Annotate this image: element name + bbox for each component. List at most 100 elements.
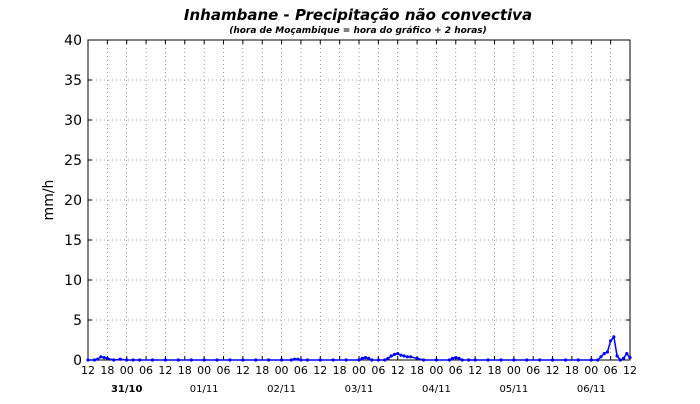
x-tick-label: 18 — [488, 364, 502, 377]
data-point — [467, 358, 471, 362]
x-day-label: 05/11 — [499, 384, 528, 395]
data-point — [131, 358, 135, 362]
x-tick-label: 06 — [604, 364, 618, 377]
x-tick-label: 06 — [294, 364, 308, 377]
data-point — [189, 358, 193, 362]
data-point — [415, 356, 419, 360]
data-point — [86, 358, 90, 362]
data-point — [357, 358, 361, 362]
data-point — [376, 358, 380, 362]
data-point — [102, 356, 106, 360]
data-point — [344, 358, 348, 362]
data-point — [402, 354, 406, 358]
data-point — [618, 358, 622, 362]
x-tick-label: 12 — [158, 364, 172, 377]
series-group — [86, 335, 632, 362]
x-tick-label: 18 — [255, 364, 269, 377]
data-point — [267, 358, 271, 362]
x-tick-label: 06 — [449, 364, 463, 377]
x-tick-label: 00 — [120, 364, 134, 377]
data-point — [176, 358, 180, 362]
x-day-label: 02/11 — [267, 384, 296, 395]
data-point — [241, 358, 245, 362]
x-tick-label: 12 — [546, 364, 560, 377]
data-point — [163, 358, 168, 362]
x-day-label: 03/11 — [345, 384, 374, 395]
x-tick-label: 18 — [410, 364, 424, 377]
data-point — [576, 358, 580, 362]
data-point — [409, 355, 413, 359]
data-point — [305, 358, 309, 362]
data-point — [460, 358, 464, 362]
x-axis: 12 18 00 06 12 18 00 06 12 18 00 06 12 18 00 06 12 18 00 06… — [81, 40, 637, 395]
data-point — [605, 350, 610, 354]
data-point — [589, 358, 593, 362]
x-tick-label: 06 — [217, 364, 231, 377]
data-point — [99, 355, 103, 359]
x-tick-label: 00 — [429, 364, 443, 377]
data-point — [563, 358, 568, 362]
x-day-label: 06/11 — [577, 384, 606, 395]
data-point — [538, 358, 542, 362]
x-day-label: 04/11 — [422, 384, 451, 395]
data-point — [525, 358, 529, 362]
data-point — [118, 357, 122, 361]
data-point — [279, 358, 284, 362]
data-point — [370, 358, 374, 362]
data-point — [612, 335, 616, 339]
x-tick-label: 00 — [352, 364, 366, 377]
data-point — [383, 358, 387, 362]
x-tick-label: 00 — [197, 364, 211, 377]
y-tick-label: 10 — [64, 273, 82, 289]
data-point — [289, 358, 293, 362]
y-tick-label: 0 — [73, 353, 82, 369]
data-point — [434, 358, 439, 362]
data-point — [363, 356, 368, 360]
x-tick-label: 06 — [526, 364, 540, 377]
x-tick-label: 18 — [178, 364, 192, 377]
y-tick-label: 5 — [73, 313, 82, 329]
data-point — [599, 355, 603, 359]
x-tick-label: 12 — [623, 364, 637, 377]
data-point — [150, 358, 155, 362]
x-tick-label: 00 — [584, 364, 598, 377]
data-point — [292, 357, 297, 361]
x-tick-label: 18 — [100, 364, 114, 377]
chart-title: Inhambane - Precipitação não convectiva — [184, 6, 532, 24]
x-tick-label: 18 — [565, 364, 579, 377]
y-axis: 0 5 10 15 20 25 30 35 40 — [64, 33, 630, 369]
data-point — [392, 352, 397, 356]
data-point — [473, 358, 477, 362]
x-tick-label: 12 — [81, 364, 95, 377]
y-axis-label: mm/h — [41, 180, 57, 221]
data-point — [457, 356, 461, 360]
data-point — [318, 358, 322, 362]
x-tick-label: 12 — [391, 364, 405, 377]
x-tick-label: 00 — [275, 364, 289, 377]
y-tick-label: 15 — [64, 233, 82, 249]
data-point — [389, 354, 393, 358]
data-point — [254, 358, 258, 362]
data-point — [625, 352, 629, 356]
data-point — [399, 353, 403, 357]
data-point — [367, 356, 371, 360]
y-tick-label: 40 — [64, 33, 82, 49]
x-tick-label: 12 — [313, 364, 327, 377]
data-point — [602, 352, 606, 356]
x-tick-label: 06 — [371, 364, 385, 377]
data-point — [396, 352, 400, 356]
data-point — [421, 358, 426, 362]
y-tick-label: 25 — [64, 153, 82, 169]
data-point — [454, 356, 458, 360]
data-point — [486, 358, 490, 362]
grid — [88, 40, 630, 360]
data-point — [447, 358, 451, 362]
x-tick-label: 12 — [236, 364, 250, 377]
data-point — [228, 358, 232, 362]
data-point — [386, 356, 390, 360]
data-point — [450, 356, 455, 360]
data-point — [202, 358, 206, 362]
x-day-label: 31/10 — [111, 384, 143, 395]
x-tick-label: 12 — [468, 364, 482, 377]
